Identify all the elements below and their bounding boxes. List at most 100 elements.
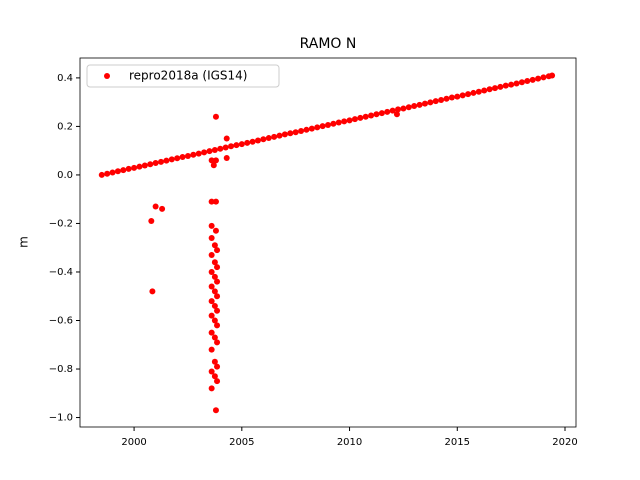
point (214, 363, 221, 370)
point (298, 128, 305, 135)
point (214, 378, 221, 385)
point (222, 144, 229, 151)
point (214, 322, 221, 329)
point (158, 158, 165, 165)
point (443, 95, 450, 102)
point (432, 98, 439, 105)
point (265, 135, 272, 142)
point (114, 168, 121, 175)
point (438, 96, 445, 103)
point (148, 218, 155, 225)
point (475, 88, 482, 95)
point (303, 126, 310, 133)
point (395, 106, 402, 113)
x-tick-label: 2010 (337, 437, 362, 448)
point (212, 113, 219, 120)
point (223, 154, 230, 161)
point (208, 368, 215, 375)
point (357, 114, 364, 121)
point (206, 148, 213, 155)
point (214, 307, 221, 314)
x-tick-label: 2015 (445, 437, 470, 448)
point (276, 132, 283, 139)
y-axis-label: m (17, 236, 31, 248)
point (427, 99, 434, 106)
point (208, 251, 215, 258)
point (208, 385, 215, 392)
point (125, 165, 132, 172)
point (212, 227, 219, 234)
y-tick-label: −0.4 (49, 267, 73, 278)
point (195, 150, 202, 157)
point (211, 146, 218, 153)
point (147, 161, 154, 168)
point (459, 92, 466, 99)
point (470, 89, 477, 96)
point (513, 80, 520, 87)
point (174, 155, 181, 162)
point (481, 87, 488, 94)
point (319, 123, 326, 130)
legend-label: repro2018a (IGS14) (129, 69, 247, 83)
point (330, 120, 337, 127)
point (486, 86, 493, 93)
point (212, 407, 219, 414)
point (208, 283, 215, 290)
point (211, 334, 218, 341)
point (179, 153, 186, 160)
point (244, 139, 251, 146)
point (228, 143, 235, 150)
point (249, 138, 256, 145)
point (362, 113, 369, 120)
point (549, 72, 556, 79)
point (208, 157, 215, 164)
x-tick-label: 2020 (552, 437, 577, 448)
point (109, 169, 116, 176)
point (136, 163, 143, 170)
point (211, 302, 218, 309)
point (384, 108, 391, 115)
point (373, 111, 380, 118)
point (184, 153, 191, 160)
point (214, 293, 221, 300)
point (201, 149, 208, 156)
point (98, 171, 105, 178)
point (149, 288, 156, 295)
x-tick-label: 2005 (229, 437, 254, 448)
point (208, 235, 215, 242)
point (131, 164, 138, 171)
point (211, 259, 218, 266)
point (378, 110, 385, 117)
y-tick-label: 0.2 (57, 121, 73, 132)
point (210, 162, 217, 169)
point (211, 242, 218, 249)
y-tick-label: −1.0 (49, 413, 73, 424)
point (292, 129, 299, 136)
point (208, 329, 215, 336)
point (491, 85, 498, 92)
point (400, 105, 407, 112)
y-tick-label: −0.2 (49, 218, 73, 229)
point (454, 93, 461, 100)
point (389, 107, 396, 114)
point (314, 124, 321, 131)
point (214, 339, 221, 346)
point (214, 264, 221, 271)
point (208, 268, 215, 275)
point (208, 298, 215, 305)
point (211, 317, 218, 324)
point (325, 121, 331, 128)
point (212, 198, 219, 205)
point (152, 160, 159, 167)
point (421, 100, 428, 107)
x-tick-label: 2000 (121, 437, 146, 448)
point (208, 346, 215, 353)
y-tick-label: −0.8 (49, 364, 73, 375)
point (214, 278, 221, 285)
point (120, 167, 127, 174)
point (208, 312, 215, 319)
point (223, 135, 230, 142)
point (217, 145, 224, 152)
chart-title: RAMO N (300, 36, 357, 52)
